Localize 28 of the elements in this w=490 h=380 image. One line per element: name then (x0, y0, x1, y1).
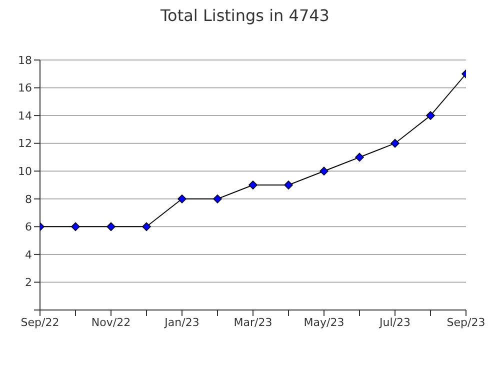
y-tick-label: 4 (25, 248, 32, 262)
x-tick-label: May/23 (304, 316, 344, 329)
y-tick-label: 14 (18, 109, 32, 122)
x-tick-label: Jul/23 (378, 316, 410, 329)
point (320, 166, 328, 176)
x-tick-label: Mar/23 (234, 316, 272, 329)
point (142, 222, 151, 232)
chart-title: Total Listings in 4743 (160, 5, 330, 27)
x-tick-label: Sep/23 (446, 316, 486, 329)
x-tick-label: Jan/23 (164, 316, 200, 329)
y-tick-label: 18 (18, 54, 32, 67)
point (284, 180, 293, 190)
x-tick-label: Sep/22 (20, 316, 60, 329)
point (71, 222, 80, 232)
y-tick-label: 6 (25, 220, 32, 234)
point (248, 180, 258, 190)
y-tick-label: 12 (18, 137, 32, 150)
point (213, 194, 222, 204)
point (106, 222, 116, 232)
point (426, 111, 435, 120)
point (390, 138, 400, 148)
x-tick-label: Nov/22 (91, 316, 131, 329)
y-tick-label: 2 (25, 276, 32, 290)
point (178, 194, 186, 204)
y-tick-label: 10 (18, 165, 32, 178)
point (355, 152, 364, 162)
y-tick-label: 8 (25, 192, 32, 206)
y-tick-label: 16 (18, 82, 32, 95)
